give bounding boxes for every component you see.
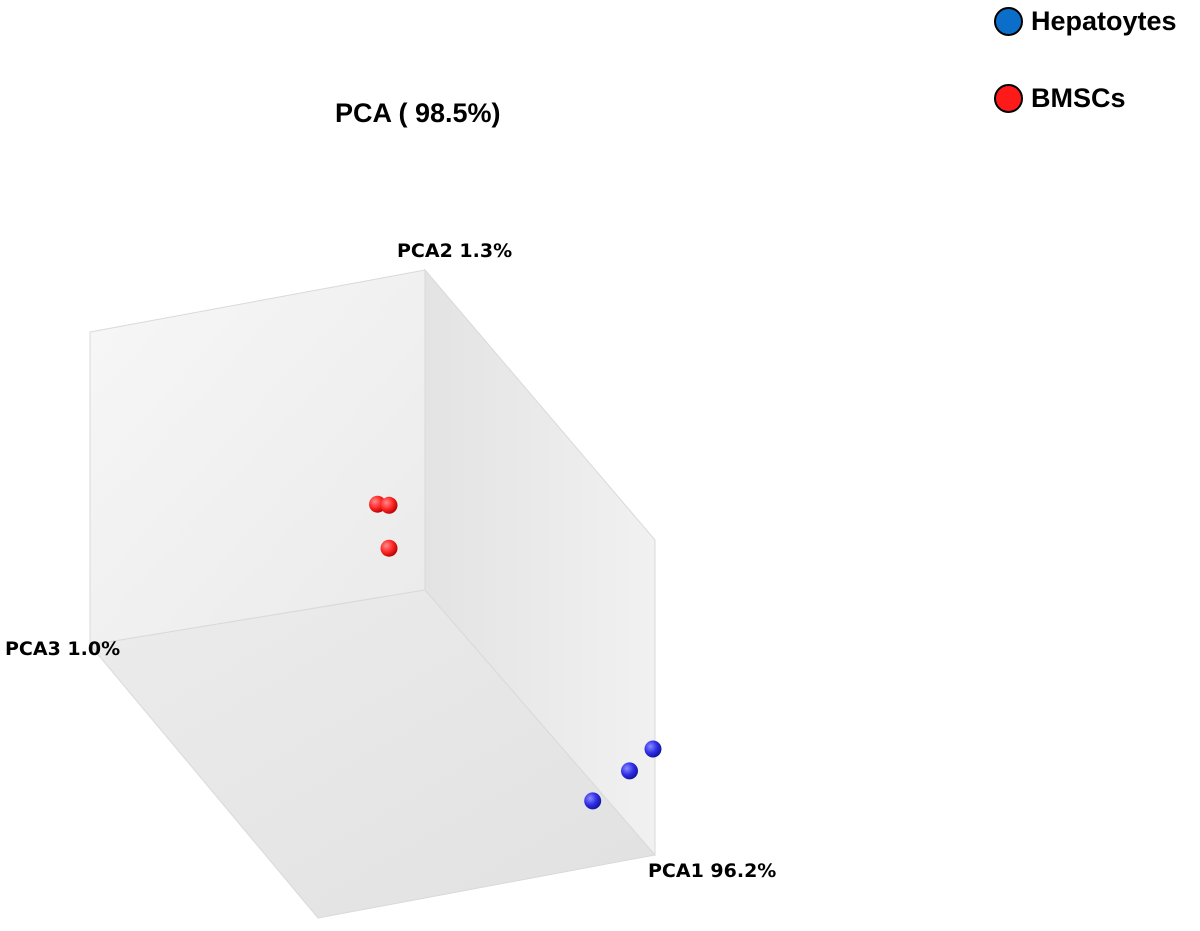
legend-swatch-bmscs — [994, 84, 1023, 113]
points-layer — [369, 495, 662, 810]
legend-item-hepatoytes: Hepatoytes — [994, 6, 1177, 37]
x-axis-label: PCA1 96.2% — [648, 860, 777, 882]
chart-title: PCA ( 98.5%) — [335, 98, 501, 128]
legend-swatch-hepatoytes — [994, 7, 1023, 36]
data-point-hepatoytes-2 — [621, 762, 638, 780]
data-point-hepatoytes-3 — [644, 740, 662, 758]
data-point-bmscs-3 — [380, 539, 398, 557]
legend-label-bmscs: BMSCs — [1031, 83, 1126, 113]
legend-label-hepatoytes: Hepatoytes — [1031, 6, 1177, 36]
legend-item-bmscs: BMSCs — [994, 83, 1126, 114]
back-wall — [89, 269, 426, 646]
y-axis-label: PCA2 1.3% — [397, 240, 513, 262]
data-point-hepatoytes-1 — [584, 792, 602, 810]
data-point-bmscs-2 — [380, 496, 398, 514]
floor-plane — [89, 589, 656, 919]
z-axis-label: PCA3 1.0% — [5, 638, 121, 660]
